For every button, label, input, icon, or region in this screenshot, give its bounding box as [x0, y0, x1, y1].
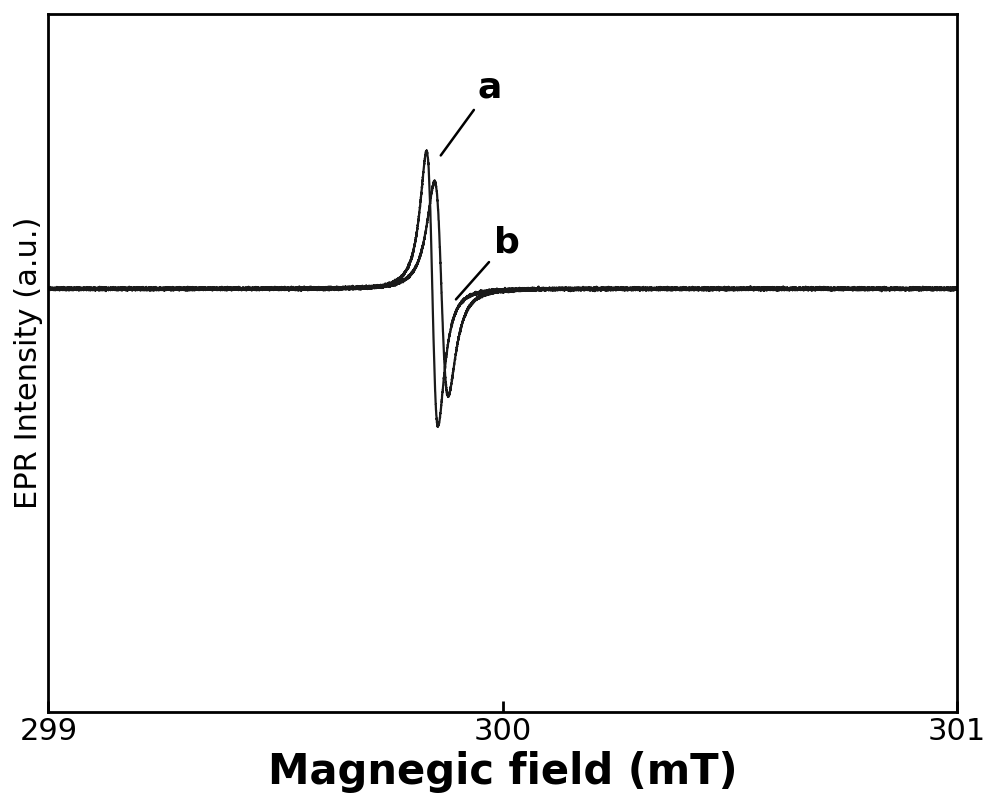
- Text: a: a: [441, 71, 502, 156]
- X-axis label: Magnegic field (mT): Magnegic field (mT): [268, 751, 738, 793]
- Text: b: b: [456, 225, 520, 299]
- Y-axis label: EPR Intensity (a.u.): EPR Intensity (a.u.): [14, 216, 43, 509]
